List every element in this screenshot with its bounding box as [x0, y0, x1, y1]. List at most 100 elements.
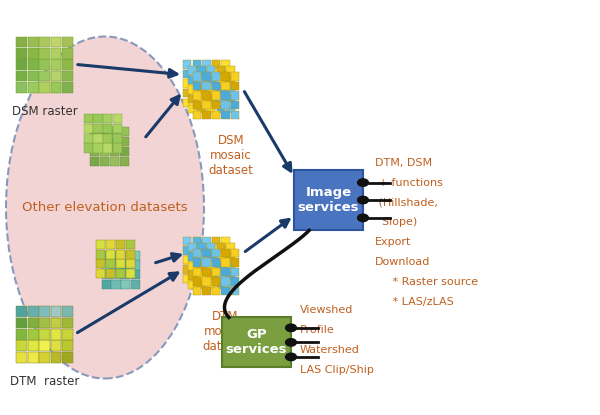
- Bar: [217, 281, 225, 289]
- Bar: [207, 76, 215, 84]
- Bar: [221, 277, 230, 286]
- Bar: [221, 91, 230, 100]
- Bar: [102, 251, 111, 260]
- Bar: [217, 242, 225, 251]
- Bar: [40, 71, 50, 81]
- Bar: [226, 242, 235, 251]
- Bar: [202, 249, 211, 257]
- Bar: [193, 287, 201, 295]
- Bar: [50, 340, 61, 351]
- Bar: [131, 280, 140, 289]
- Bar: [106, 259, 115, 269]
- Bar: [221, 265, 230, 274]
- Bar: [231, 82, 239, 90]
- Bar: [226, 76, 235, 84]
- Bar: [188, 105, 196, 113]
- Bar: [62, 306, 73, 317]
- Bar: [226, 262, 235, 270]
- Bar: [28, 37, 38, 47]
- Bar: [197, 105, 206, 113]
- Bar: [83, 134, 93, 143]
- Bar: [100, 137, 109, 146]
- Circle shape: [358, 196, 368, 204]
- Bar: [116, 250, 125, 259]
- Bar: [212, 91, 220, 100]
- Bar: [110, 137, 119, 146]
- Bar: [193, 246, 201, 254]
- Bar: [188, 242, 196, 251]
- Bar: [110, 127, 119, 137]
- Bar: [193, 70, 201, 78]
- Bar: [40, 317, 50, 328]
- Bar: [28, 317, 38, 328]
- Bar: [96, 240, 106, 249]
- Bar: [62, 37, 73, 47]
- Bar: [221, 98, 230, 107]
- Bar: [28, 82, 38, 93]
- Text: (Hillshade,: (Hillshade,: [375, 198, 438, 208]
- Bar: [103, 134, 112, 143]
- Bar: [113, 114, 122, 123]
- Bar: [50, 59, 61, 70]
- Bar: [202, 265, 211, 274]
- Text: * Raster source: * Raster source: [375, 277, 478, 287]
- Bar: [217, 262, 225, 270]
- Bar: [62, 340, 73, 351]
- Bar: [112, 280, 121, 289]
- Bar: [106, 269, 115, 278]
- Bar: [125, 250, 134, 259]
- Bar: [96, 259, 106, 269]
- Bar: [116, 240, 125, 249]
- Bar: [183, 237, 191, 245]
- Bar: [183, 89, 191, 98]
- Bar: [116, 259, 125, 269]
- Bar: [40, 37, 50, 47]
- Bar: [188, 66, 196, 75]
- Bar: [197, 281, 206, 289]
- Bar: [212, 287, 220, 295]
- Bar: [207, 242, 215, 251]
- Bar: [40, 82, 50, 93]
- Bar: [62, 48, 73, 59]
- Bar: [121, 261, 130, 269]
- Bar: [90, 127, 100, 137]
- Bar: [16, 71, 27, 81]
- Bar: [188, 252, 196, 261]
- Bar: [193, 89, 201, 98]
- Text: Image
services: Image services: [298, 186, 359, 214]
- Bar: [110, 156, 119, 166]
- Bar: [106, 240, 115, 249]
- Ellipse shape: [6, 37, 204, 378]
- Text: DSM
mosaic
dataset: DSM mosaic dataset: [209, 134, 253, 177]
- Circle shape: [286, 339, 296, 346]
- Bar: [131, 270, 140, 279]
- Circle shape: [286, 324, 296, 332]
- Bar: [202, 256, 211, 264]
- Circle shape: [286, 353, 296, 361]
- Text: Export: Export: [375, 237, 412, 247]
- Bar: [62, 352, 73, 363]
- Bar: [221, 275, 230, 283]
- Text: * LAS/zLAS: * LAS/zLAS: [375, 297, 454, 307]
- Text: Other elevation datasets: Other elevation datasets: [22, 201, 188, 214]
- Bar: [125, 269, 134, 278]
- Bar: [119, 156, 128, 166]
- Bar: [221, 237, 230, 245]
- Bar: [131, 251, 140, 260]
- Bar: [202, 246, 211, 254]
- Bar: [121, 270, 130, 279]
- Bar: [231, 110, 239, 119]
- Bar: [202, 70, 211, 78]
- Bar: [28, 71, 38, 81]
- Bar: [202, 275, 211, 283]
- Bar: [102, 261, 111, 269]
- Bar: [188, 281, 196, 289]
- Bar: [212, 268, 220, 276]
- Bar: [62, 317, 73, 328]
- Bar: [212, 249, 220, 257]
- Bar: [207, 271, 215, 280]
- Bar: [221, 249, 230, 257]
- Bar: [125, 259, 134, 269]
- Bar: [121, 280, 130, 289]
- Bar: [96, 250, 106, 259]
